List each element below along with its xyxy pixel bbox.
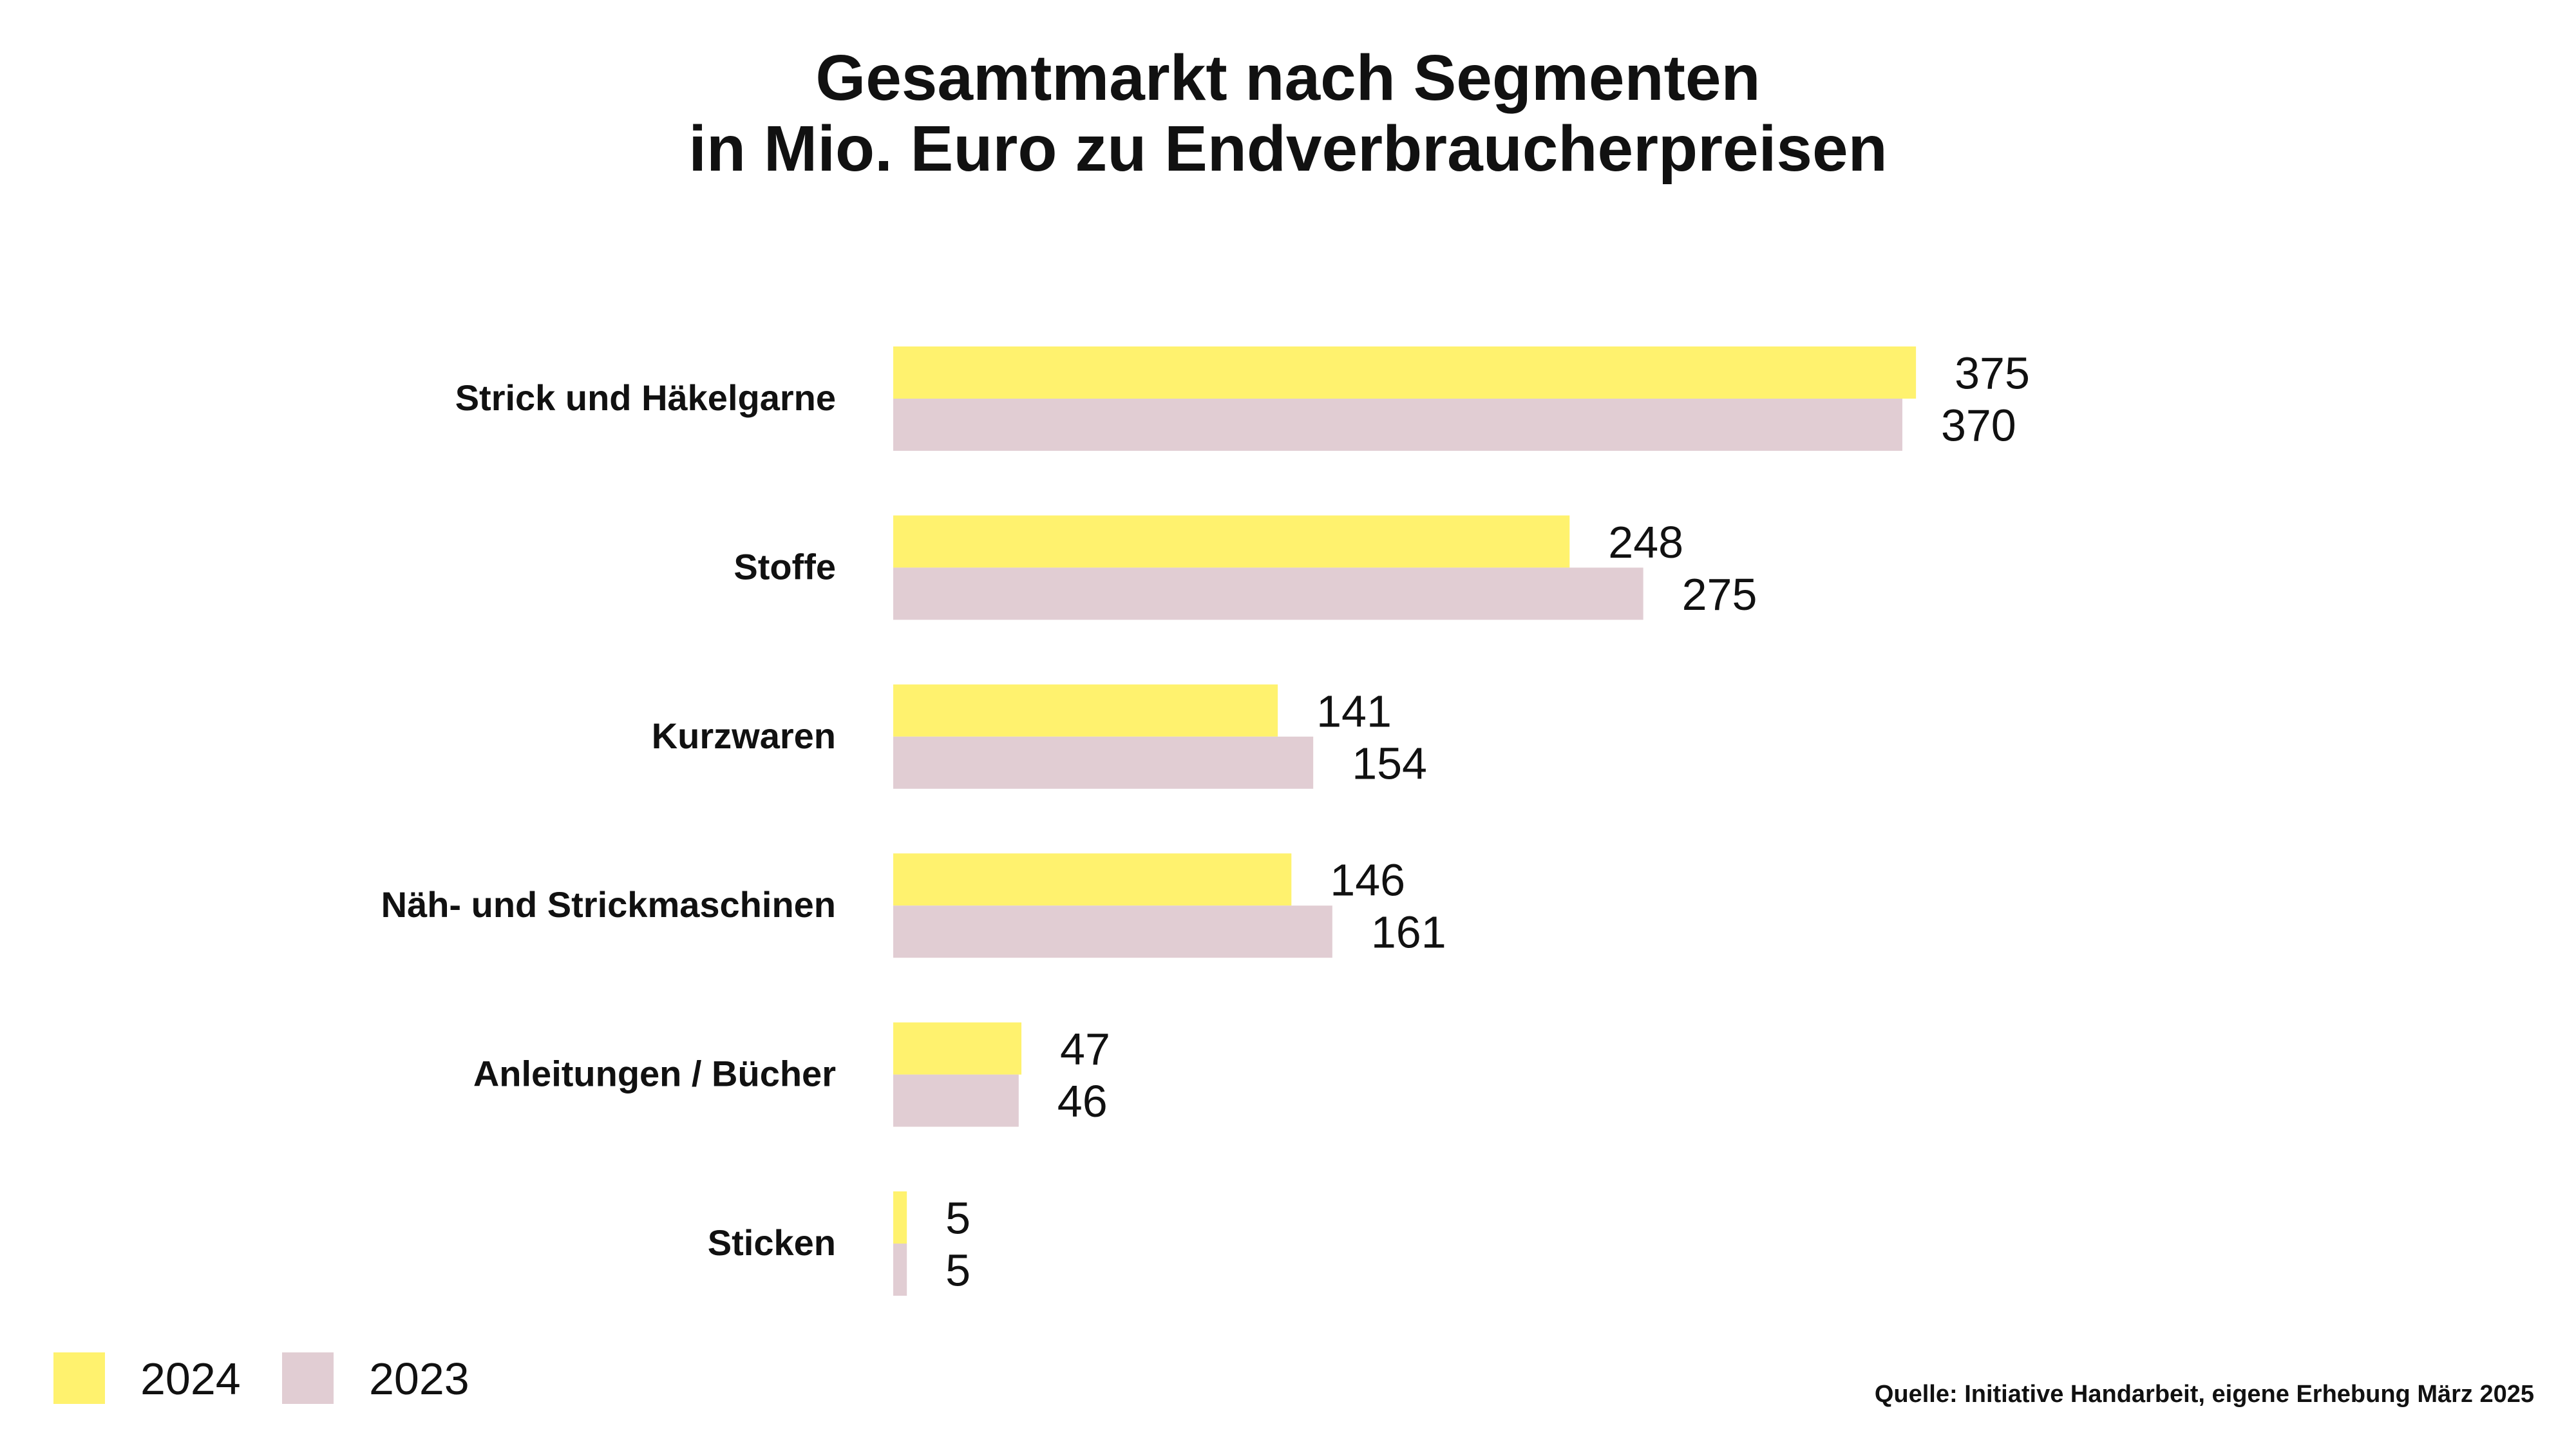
chart-title-line-2: in Mio. Euro zu Endverbraucherpreisen: [688, 113, 1887, 185]
value-label-2023-stoffe: 275: [1682, 569, 1757, 620]
value-label-2023-anleitungen-bücher: 46: [1057, 1076, 1108, 1126]
bar-2023-näh-und-strickmaschinen: [893, 905, 1332, 958]
bar-2023-sticken: [893, 1244, 907, 1296]
bar-2024-stoffe: [893, 515, 1570, 568]
legend-label-2023: 2023: [369, 1354, 469, 1404]
bar-2024-näh-und-strickmaschinen: [893, 853, 1292, 906]
value-label-2023-kurzwaren: 154: [1352, 738, 1427, 788]
category-label-näh-und-strickmaschinen: Näh- und Strickmaschinen: [381, 884, 836, 925]
chart-title-line-1: Gesamtmarkt nach Segmenten: [815, 42, 1760, 114]
bar-2024-strick-und-häkelgarne: [893, 346, 1917, 399]
bar-2024-sticken: [893, 1191, 907, 1244]
bar-2024-anleitungen-bücher: [893, 1022, 1022, 1075]
legend-swatch-2024: [53, 1352, 105, 1404]
bar-2023-anleitungen-bücher: [893, 1074, 1019, 1127]
category-label-stoffe: Stoffe: [734, 546, 836, 587]
category-label-sticken: Sticken: [708, 1222, 836, 1263]
category-label-strick-und-häkelgarne: Strick und Häkelgarne: [455, 377, 836, 418]
value-label-2023-strick-und-häkelgarne: 370: [1941, 401, 2016, 451]
bar-2023-kurzwaren: [893, 736, 1314, 789]
bar-2024-kurzwaren: [893, 684, 1278, 737]
value-label-2024-näh-und-strickmaschinen: 146: [1330, 855, 1405, 905]
category-label-anleitungen-bücher: Anleitungen / Bücher: [473, 1054, 836, 1094]
value-label-2024-strick-und-häkelgarne: 375: [1955, 348, 2030, 399]
legend-label-2024: 2024: [140, 1354, 241, 1404]
value-label-2023-näh-und-strickmaschinen: 161: [1371, 907, 1446, 958]
legend: 2024 2023: [53, 1352, 469, 1404]
value-label-2024-sticken: 5: [945, 1193, 971, 1244]
bar-2023-stoffe: [893, 567, 1643, 620]
value-label-2023-sticken: 5: [945, 1245, 971, 1296]
value-label-2024-anleitungen-bücher: 47: [1060, 1024, 1110, 1074]
category-label-kurzwaren: Kurzwaren: [652, 715, 836, 756]
bar-2023-strick-und-häkelgarne: [893, 399, 1902, 451]
value-label-2024-kurzwaren: 141: [1316, 686, 1392, 736]
source-note: Quelle: Initiative Handarbeit, eigene Er…: [1875, 1381, 2534, 1408]
legend-swatch-2023: [282, 1352, 334, 1404]
value-label-2024-stoffe: 248: [1608, 517, 1683, 567]
